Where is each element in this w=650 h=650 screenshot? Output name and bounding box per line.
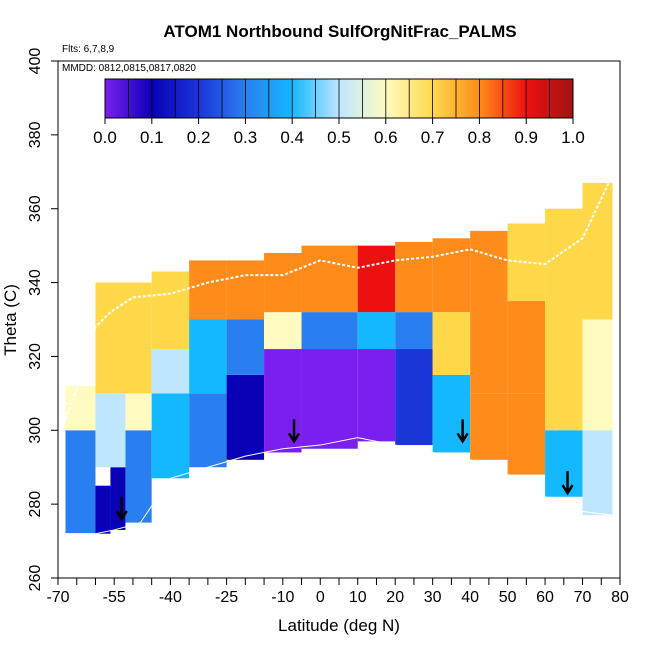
y-tick-label: 400: [27, 48, 44, 75]
heatmap-cell: [226, 319, 265, 375]
heatmap-cell: [507, 393, 546, 475]
x-tick-label: -70: [46, 589, 69, 606]
x-tick-label: 50: [499, 589, 517, 606]
x-tick-label: 70: [574, 589, 592, 606]
colorbar-tick-label: 0.8: [468, 128, 492, 147]
sonde-arrow-head: [456, 432, 469, 444]
colorbar: 0.0 0.1 0.2 0.3 0.4 0.5 0.6 0.7 0.8 0.9 1.0: [93, 78, 585, 147]
x-tick-label: -10: [271, 589, 294, 606]
heatmap-cell: [189, 393, 227, 468]
heatmap-cell: [395, 349, 433, 446]
heatmap-cell: [357, 312, 396, 350]
colorbar-tick-label: 0.6: [374, 128, 398, 147]
y-tick-label: 280: [27, 491, 44, 518]
x-tick-label: 10: [349, 589, 367, 606]
heatmap-cell: [264, 253, 302, 313]
y-tick-label: 360: [27, 195, 44, 222]
heatmap-cell: [151, 349, 190, 394]
dates-note: MMDD: 0812,0815,0817,0820: [62, 63, 196, 74]
heatmap-cell: [151, 393, 190, 479]
heatmap-cell: [110, 467, 126, 530]
heatmap-cell: [151, 271, 190, 350]
heatmap-cell: [301, 312, 358, 350]
heatmap-cell: [125, 430, 152, 523]
heatmap-cell: [507, 301, 546, 394]
tropopause-profile: [64, 182, 613, 535]
heatmap-cell: [470, 393, 508, 460]
y-tick-label: 340: [27, 269, 44, 296]
colorbar-tick-label: 1.0: [561, 128, 585, 147]
heatmap-cell: [226, 374, 265, 460]
y-tick-label: 300: [27, 417, 44, 444]
colorbar-tick-label: 0.7: [421, 128, 445, 147]
heatmap-cell: [582, 430, 613, 516]
colorbar-tick-label: 0.3: [234, 128, 258, 147]
chart-title: ATOM1 Northbound SulfOrgNitFrac_PALMS: [163, 22, 516, 41]
x-tick-label: 60: [536, 589, 554, 606]
y-axis: 260 280 300 320 340 360 380 400: [27, 48, 58, 592]
sonde-arrows: [115, 419, 574, 522]
heatmap-cell: [470, 319, 508, 394]
colorbar-tick-label: 0.5: [327, 128, 351, 147]
heatmap-cell: [95, 485, 111, 534]
tropopause-line: [64, 182, 610, 420]
colorbar-tick-label: 0.0: [93, 128, 117, 147]
heatmap-cells: [65, 182, 613, 534]
x-tick-label: 20: [386, 589, 404, 606]
heatmap-cell: [357, 349, 396, 442]
colorbar-tick-label: 0.1: [140, 128, 164, 147]
x-tick-label: 0: [316, 589, 325, 606]
heatmap-cell: [545, 319, 583, 431]
heatmap-cell: [357, 245, 396, 313]
heatmap-cell: [432, 238, 471, 313]
heatmap-cell: [189, 319, 227, 394]
heatmap-cell: [301, 349, 358, 449]
heatmap-cell: [582, 319, 613, 431]
x-axis: -70 -55 -40 -25 -10 0 10 20 30 40 50 60 70 80: [46, 577, 629, 606]
heatmap-cell: [95, 282, 152, 394]
y-axis-label: Theta (C): [1, 284, 20, 356]
heatmap-cell: [545, 208, 583, 320]
x-tick-label: -55: [103, 589, 126, 606]
y-tick-label: 380: [27, 121, 44, 148]
heatmap-cell: [395, 241, 433, 313]
heatmap-cell: [432, 312, 471, 375]
lower-boundary-line: [65, 437, 613, 535]
y-tick-label: 260: [27, 565, 44, 592]
x-tick-label: -25: [215, 589, 238, 606]
x-tick-label: 80: [611, 589, 629, 606]
x-tick-label: 40: [461, 589, 479, 606]
sonde-arrow-head: [115, 510, 128, 522]
x-tick-label: 30: [424, 589, 442, 606]
heatmap-cell: [65, 430, 96, 534]
sonde-arrow-head: [287, 432, 301, 444]
sonde-arrow-head: [561, 484, 574, 496]
heatmap-cell: [582, 182, 613, 320]
colorbar-tick-label: 0.9: [514, 128, 538, 147]
flights-note: Flts: 6,7,8,9: [62, 44, 115, 55]
heatmap-cell: [264, 312, 302, 350]
heatmap-cell: [226, 260, 265, 320]
heatmap-cell: [470, 230, 508, 320]
x-axis-label: Latitude (deg N): [278, 616, 400, 635]
heatmap-cell: [395, 312, 433, 350]
heatmap-cell: [189, 260, 227, 320]
x-tick-label: -40: [159, 589, 182, 606]
y-tick-label: 320: [27, 343, 44, 370]
heatmap-cell: [301, 245, 358, 313]
heatmap-cell: [95, 393, 126, 468]
heatmap-cell: [432, 374, 471, 453]
colorbar-tick-label: 0.4: [280, 128, 304, 147]
colorbar-tick-label: 0.2: [187, 128, 211, 147]
